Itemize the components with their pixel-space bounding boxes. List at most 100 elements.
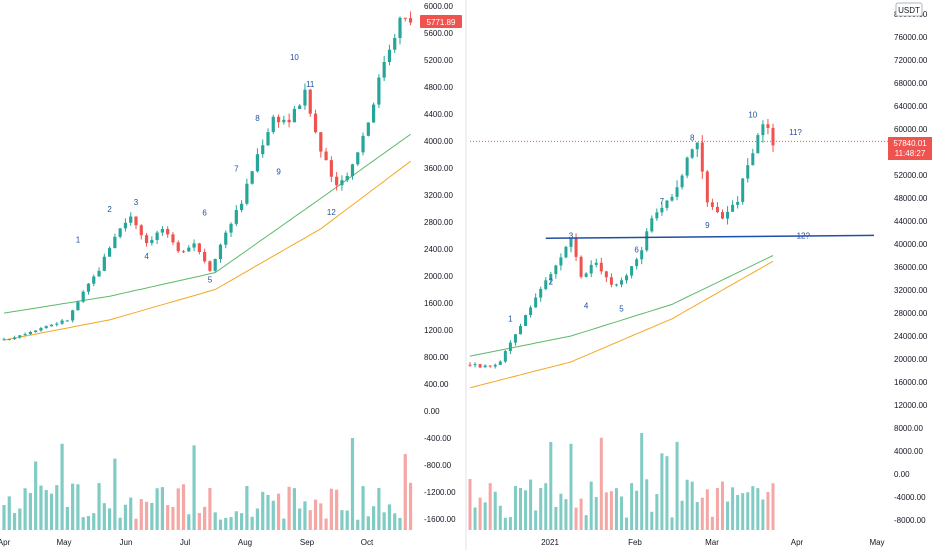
right-candle-body [559, 257, 563, 266]
left-candle-body [28, 332, 32, 335]
right-volume-bar [488, 483, 492, 530]
left-time-label: May [56, 538, 71, 547]
right-volume-bar [594, 497, 598, 530]
left-time-label: Apr [0, 538, 11, 547]
left-candle-body [356, 152, 360, 165]
left-wave-label: 2 [107, 205, 112, 214]
right-volume-bar [746, 492, 750, 530]
left-candle-body [377, 77, 381, 105]
left-candle-body [60, 320, 64, 324]
right-price-tick: 72000.00 [894, 56, 928, 65]
left-candle-body [319, 132, 323, 152]
right-volume-bar [751, 486, 755, 530]
left-volume-bar [71, 483, 75, 530]
right-volume-bar [508, 517, 512, 530]
currency-badge[interactable]: USDT [898, 6, 920, 15]
right-candle-body [746, 165, 750, 179]
left-candle-body [255, 154, 260, 172]
left-candle-body [387, 49, 392, 63]
right-volume-bar [483, 502, 487, 530]
left-price-tick: 800.00 [424, 353, 449, 362]
left-volume-bar [319, 503, 323, 530]
right-volume-bar [736, 494, 740, 530]
left-candle-body [166, 229, 170, 235]
left-wave-label: 9 [276, 168, 281, 177]
right-chart-panel[interactable]: 80000.0076000.0072000.0068000.0064000.00… [468, 10, 928, 547]
left-candle-body [298, 105, 302, 109]
left-volume-bar [181, 484, 186, 530]
right-volume-bar [498, 505, 502, 530]
right-volume-bar [549, 441, 553, 530]
right-price-tick: 20000.00 [894, 355, 928, 364]
left-time-label: Aug [238, 538, 252, 547]
currency-badge-bg[interactable] [895, 2, 923, 17]
right-candle-body [645, 231, 649, 251]
left-volume-bar [55, 485, 59, 530]
right-candle-body [569, 237, 573, 247]
left-volume-bar [287, 486, 291, 530]
left-volume-bar [192, 445, 196, 530]
left-candle-body [92, 276, 96, 284]
right-volume-bar [539, 488, 543, 530]
left-candle-body [240, 203, 244, 211]
right-candle-body [539, 288, 543, 298]
right-volume-bar [710, 516, 714, 530]
right-candle-body [690, 149, 694, 158]
right-volume-bar [680, 500, 684, 530]
right-price-tick: -4000.00 [894, 493, 926, 502]
right-price-tick: 12000.00 [894, 401, 928, 410]
left-candle-body [218, 244, 223, 260]
left-wave-label: 8 [255, 114, 260, 123]
right-price-tick: -8000.00 [894, 516, 926, 525]
right-volume-bar [741, 493, 745, 530]
right-candle-body [584, 273, 588, 277]
left-candle-body [345, 175, 349, 181]
right-candle-body [483, 365, 487, 368]
left-candle-body [308, 89, 312, 114]
left-volume-bar [65, 506, 69, 530]
right-volume-bar [513, 485, 517, 530]
left-candle-body [234, 210, 238, 224]
left-volume-bar [393, 513, 397, 530]
left-candle-body [224, 232, 228, 245]
left-candle-body [213, 259, 217, 271]
right-volume-bar [695, 502, 699, 530]
right-price-tick: 4000.00 [894, 447, 923, 456]
right-wave-label: 4 [584, 302, 589, 311]
left-volume-bar [203, 506, 207, 530]
left-chart-panel[interactable]: 6000.005600.005200.004800.004400.004000.… [0, 2, 456, 547]
right-volume-bar [579, 498, 583, 530]
right-volume-bar [589, 481, 593, 530]
left-candle-body [203, 252, 207, 262]
left-volume-bar [171, 507, 175, 530]
right-candle-body [650, 218, 654, 232]
right-wave-label: 12? [797, 231, 811, 240]
left-wave-label: 11 [306, 80, 315, 89]
left-candle-body [287, 119, 291, 123]
right-volume-bar [655, 494, 659, 530]
right-candle-body [635, 259, 639, 267]
right-candle-body [736, 201, 740, 205]
right-volume-bar [620, 496, 623, 530]
left-price-tick: 3200.00 [424, 191, 453, 200]
right-price-tick: 64000.00 [894, 102, 928, 111]
left-wave-label: 7 [234, 164, 239, 173]
left-candle-body [408, 18, 413, 23]
right-volume-bar [690, 481, 694, 530]
left-candle-body [108, 248, 112, 257]
left-candle-body [129, 216, 133, 223]
right-volume-bar [564, 499, 568, 530]
right-candle-body [630, 266, 634, 276]
right-candle-body [721, 212, 724, 219]
left-volume-bar [97, 483, 101, 530]
right-candle-body [751, 153, 755, 166]
left-candle-body [366, 122, 370, 136]
left-wave-label: 4 [144, 252, 149, 261]
left-wave-label: 3 [134, 198, 139, 207]
left-green-moving-average [3, 133, 411, 314]
right-time-label: Feb [628, 538, 642, 547]
left-candle-body [271, 116, 275, 133]
right-candle-body [554, 265, 558, 275]
left-volume-bar [39, 485, 43, 530]
left-volume-bar [129, 497, 133, 530]
